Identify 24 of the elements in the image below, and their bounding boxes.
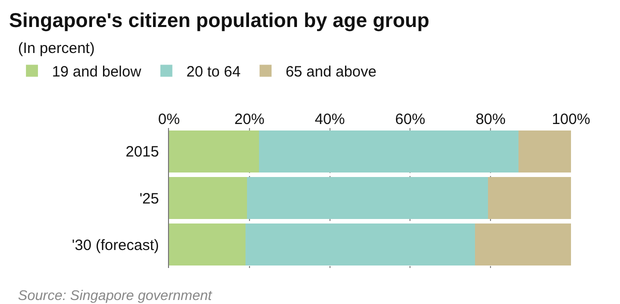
bar (488, 177, 571, 219)
x-tick-label: 20% (234, 111, 264, 128)
y-tick-label: 2015 (126, 144, 159, 161)
bar (259, 130, 518, 172)
bar (169, 224, 246, 266)
y-tick-label: '25 (139, 190, 159, 208)
legend-label: 20 to 64 (186, 64, 241, 81)
bar (246, 177, 488, 219)
y-tick-label: '30 (forecast) (72, 236, 159, 254)
bar (169, 130, 260, 172)
bar (169, 177, 247, 219)
legend-label: 65 and above (286, 64, 376, 81)
x-tick-label: 100% (552, 111, 590, 128)
chart-title: Singapore's citizen population by age group (9, 10, 430, 32)
legend-label: 19 and below (52, 64, 142, 81)
bar (474, 224, 571, 266)
bar (245, 224, 475, 266)
x-tick-label: 0% (158, 111, 180, 128)
x-tick-label: 40% (314, 111, 345, 128)
x-tick-label: 80% (476, 111, 506, 128)
x-tick-label: 60% (395, 111, 426, 128)
chart-subtitle: (In percent) (18, 40, 95, 57)
source-note: Source: Singapore government (18, 287, 213, 303)
bar (518, 130, 571, 172)
